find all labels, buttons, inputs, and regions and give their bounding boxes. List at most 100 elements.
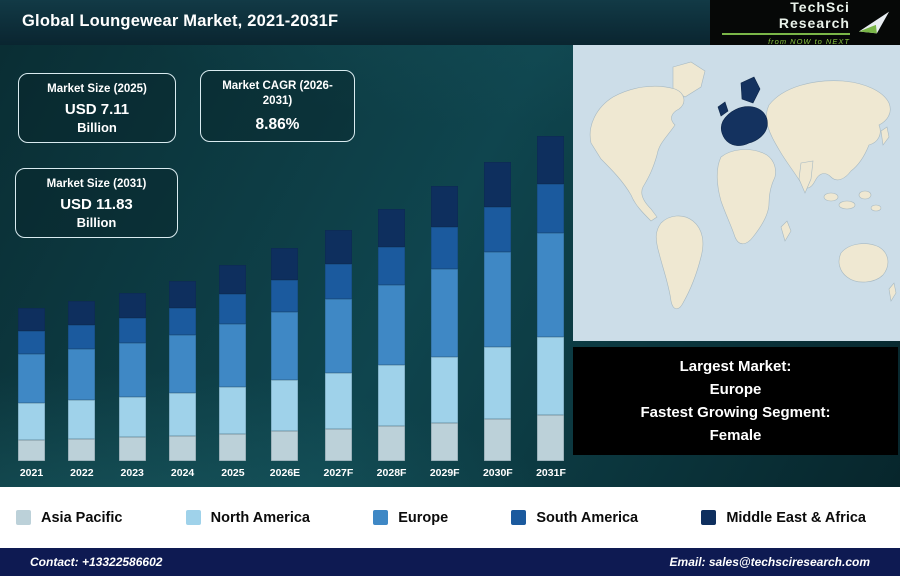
map-india (798, 160, 814, 194)
market-callout: Largest Market: Europe Fastest Growing S… (573, 347, 898, 455)
bar-stack (324, 229, 352, 461)
callout-largest-market-label: Largest Market: (679, 358, 792, 375)
map-island (858, 190, 872, 200)
bar-stack (431, 185, 459, 461)
page-title: Global Loungewear Market, 2021-2031F (22, 12, 339, 30)
map-madagascar (780, 220, 792, 242)
legend-swatch-icon (511, 510, 527, 525)
bar-segment-middle-east-africa (537, 135, 565, 185)
x-axis-label: 2022 (70, 467, 94, 479)
bar-column-2030f: 2030F (483, 162, 513, 479)
bar-segment-europe (169, 334, 197, 393)
bar-segment-asia-pacific (18, 439, 45, 461)
x-axis-label: 2025 (221, 467, 245, 479)
map-africa (716, 149, 776, 245)
legend-swatch-icon (185, 510, 201, 525)
bar-segment-middle-east-africa (169, 280, 197, 308)
callout-largest-market-value: Europe (709, 381, 762, 398)
bar-segment-europe (431, 268, 459, 357)
map-new-zealand (888, 282, 897, 302)
logo-arrow-icon (858, 11, 890, 33)
footer-contact: Contact: +13322586602 (30, 555, 163, 569)
bar-segment-south-america (484, 206, 512, 252)
x-axis-label: 2023 (120, 467, 144, 479)
x-axis-label: 2028F (376, 467, 407, 479)
bar-segment-middle-east-africa (378, 208, 406, 247)
x-axis-label: 2030F (482, 467, 513, 479)
bar-segment-north-america (431, 356, 459, 423)
bar-segment-europe (18, 354, 45, 404)
legend-item-asia-pacific: Asia Pacific (16, 510, 122, 526)
map-north-america (589, 85, 685, 222)
world-map (573, 45, 900, 341)
bar-segment-asia-pacific (431, 422, 459, 461)
map-europe-highlight (717, 76, 768, 146)
bar-segment-europe (271, 311, 299, 381)
bar-segment-north-america (378, 365, 406, 426)
bar-segment-south-america (68, 325, 96, 350)
x-axis-label: 2024 (170, 467, 195, 479)
bar-segment-europe (68, 349, 96, 401)
world-map-svg (573, 45, 900, 341)
bar-segment-north-america (118, 397, 146, 438)
callout-fastest-segment-value: Female (709, 427, 762, 444)
bar-segment-south-america (18, 331, 45, 355)
stat-label: Market Size (2025) (47, 83, 147, 95)
bar-segment-asia-pacific (271, 431, 299, 461)
logo-brand: TechSci Research (722, 0, 850, 35)
footer-email: Email: sales@techsciresearch.com (669, 555, 870, 569)
bar-segment-south-america (219, 294, 247, 324)
bar-segment-europe (219, 323, 247, 387)
bar-segment-europe (324, 298, 352, 374)
bar-segment-asia-pacific (378, 425, 406, 461)
stat-unit: Billion (77, 119, 117, 135)
legend: Asia Pacific North America Europe South Ame… (0, 487, 900, 548)
logo-tagline: from NOW to NEXT (768, 37, 850, 46)
bar-column-2028f: 2028F (376, 208, 407, 479)
bar-stack (169, 280, 197, 461)
bar-segment-north-america (169, 392, 197, 436)
legend-swatch-icon (373, 510, 389, 525)
bar-column-2021: 2021 (18, 308, 45, 479)
bar-segment-middle-east-africa (68, 301, 96, 326)
legend-swatch-icon (701, 510, 717, 525)
bar-segment-middle-east-africa (484, 162, 512, 207)
bar-segment-asia-pacific (68, 438, 96, 461)
bar-stack (378, 208, 406, 461)
map-australia (838, 243, 889, 283)
bar-segment-south-america (378, 246, 406, 285)
bar-segment-south-america (169, 307, 197, 335)
bar-stack (271, 248, 299, 461)
bar-stack (18, 308, 45, 461)
legend-label: Asia Pacific (41, 509, 123, 526)
bar-segment-middle-east-africa (219, 265, 247, 295)
bar-column-2029f: 2029F (429, 185, 460, 479)
stat-label: Market CAGR (2026-2031) (222, 80, 333, 107)
bar-segment-asia-pacific (118, 437, 146, 461)
stat-value: USD 11.83 (60, 195, 133, 213)
stat-box-market-size-2031: Market Size (2031) USD 11.83 Billion (15, 168, 178, 238)
bar-segment-north-america (68, 400, 96, 439)
legend-item-middle-east-africa: Middle East & Africa (701, 510, 866, 526)
x-axis-label: 2027F (323, 467, 354, 479)
map-asia (766, 80, 891, 189)
bar-segment-north-america (484, 347, 512, 420)
x-axis-label: 2029F (429, 467, 460, 479)
bar-chart: 2021 2022 2023 2024 2025 2026E 2027F 2028F 2029F… (18, 135, 566, 479)
bar-chart-bars: 2021 2022 2023 2024 2025 2026E 2027F 2028F 2029F… (18, 135, 566, 479)
bar-segment-south-america (118, 317, 146, 344)
bar-segment-asia-pacific (169, 435, 197, 461)
bar-column-2027f: 2027F (323, 229, 354, 479)
bar-segment-middle-east-africa (324, 229, 352, 265)
x-axis-label: 2021 (19, 467, 44, 479)
bar-column-2031f: 2031F (536, 135, 566, 479)
header-bar: Global Loungewear Market, 2021-2031F Tec… (0, 0, 900, 46)
map-island (823, 192, 839, 202)
x-axis-label: 2031F (536, 467, 566, 479)
map-japan (880, 126, 890, 146)
map-south-america (655, 215, 704, 310)
logo-text: TechSci Research from NOW to NEXT (722, 0, 850, 46)
bar-stack (219, 265, 247, 461)
stat-label: Market Size (2031) (46, 178, 147, 190)
